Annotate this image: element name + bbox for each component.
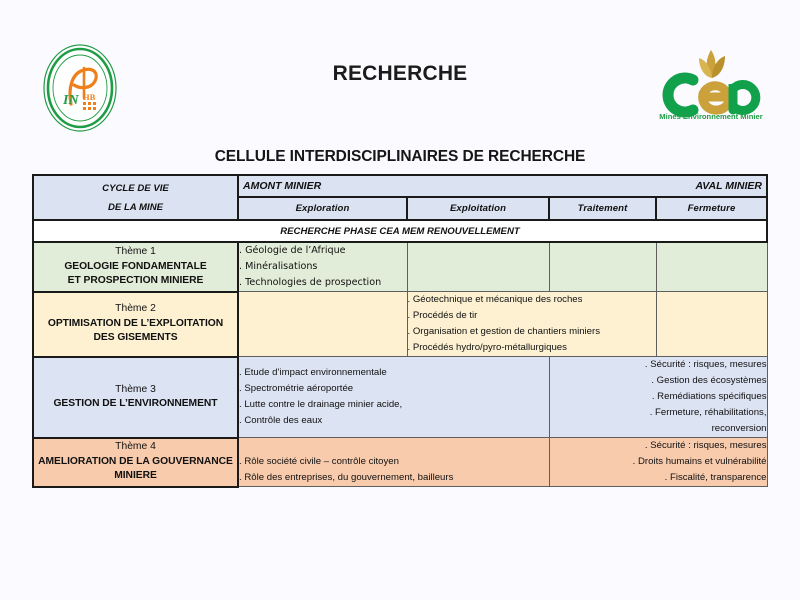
page-title: RECHERCHE <box>332 62 468 85</box>
inhb-initials-right: HB <box>83 92 96 102</box>
theme-name-2-line2: DES GISEMENTS <box>93 332 178 344</box>
theme-number-1: Thème 1 <box>115 246 156 257</box>
inhb-logo: IN HB <box>41 42 119 134</box>
list-item: . Procédés de tir <box>407 310 478 321</box>
research-matrix-table: CYCLE DE VIE DE LA MINE AMONT MINIER AVA… <box>32 174 768 488</box>
list-item: reconversion <box>711 423 767 434</box>
theme-number-2: Thème 2 <box>115 303 156 315</box>
list-item: . Spectrométrie aéroportée <box>239 383 354 394</box>
header-phase-exploration: Exploration <box>237 196 408 221</box>
cell-theme1-exploration: . Géologie de l’Afrique . Minéralisation… <box>237 241 408 292</box>
header-amont-minier: AMONT MINIER <box>243 180 322 192</box>
theme-name-4-line1: AMELIORATION DE LA GOUVERNANCE <box>38 455 233 467</box>
table-row: Thème 2 OPTIMISATION DE L’EXPLOITATION D… <box>32 290 768 358</box>
theme-number-3: Thème 3 <box>115 383 156 395</box>
cea-logo: Mines Environnement Minier <box>655 44 767 122</box>
list-item: . Géotechnique et mécanique des roches <box>407 294 583 305</box>
list-item: . Etude d’impact environnementale <box>239 367 387 378</box>
theme-name-1-line1: GEOLOGIE FONDAMENTALE <box>64 260 207 272</box>
cell-theme2-exploitation: . Géotechnique et mécanique des roches .… <box>406 291 657 357</box>
list-item: . Organisation et gestion de chantiers m… <box>407 326 601 337</box>
list-item: . Fermeture, réhabilitations, <box>649 407 767 418</box>
cell-theme1-fermeture <box>655 241 768 292</box>
list-item: . Procédés hydro/pyro-métallurgiques <box>407 342 567 353</box>
list-item: . Gestion des écosystèmes <box>651 375 767 386</box>
header-phase-exploitation: Exploitation <box>406 196 550 221</box>
list-item: . Fiscalité, transparence <box>664 472 767 483</box>
phase-banner: RECHERCHE PHASE CEA MEM RENOUVELLEMENT <box>32 219 768 243</box>
list-item: . Rôle société civile – contrôle citoyen <box>239 456 399 467</box>
slide-header: IN HB RECHERCHE Mines Environnement Mini… <box>0 0 800 140</box>
cell-theme1-exploitation <box>406 241 550 292</box>
list-item: . Sécurité : risques, mesures <box>644 440 767 451</box>
header-phase-traitement: Traitement <box>548 196 657 221</box>
list-item: . Droits humains et vulnérabilité <box>632 456 767 467</box>
cell-theme2-exploration <box>237 291 408 357</box>
list-item: . Sécurité : risques, mesures <box>644 359 767 370</box>
header-cycle-line1: CYCLE DE VIE <box>102 182 169 194</box>
header-amont-aval: AMONT MINIER AVAL MINIER <box>237 174 768 198</box>
cell-theme4-right: . Sécurité : risques, mesures . Droits h… <box>548 437 768 487</box>
theme-name-1-line2: ET PROSPECTION MINIERE <box>67 275 204 286</box>
table-row: Thème 3 GESTION DE L’ENVIRONNEMENT . Etu… <box>32 355 768 439</box>
list-item: . Contrôle des eaux <box>239 415 323 426</box>
list-item: . Remédiations spécifiques <box>651 391 767 402</box>
cell-theme1-traitement <box>548 241 657 292</box>
theme-cell-2: Thème 2 OPTIMISATION DE L’EXPLOITATION D… <box>32 290 239 358</box>
list-item: . Lutte contre le drainage minier acide, <box>239 399 403 410</box>
cell-theme3-right: . Sécurité : risques, mesures . Gestion … <box>548 356 768 438</box>
section-title: CELLULE INTERDISCIPLINAIRES DE RECHERCHE <box>214 148 586 165</box>
cell-theme2-fermeture <box>655 291 768 357</box>
cell-theme4-left: . Rôle société civile – contrôle citoyen… <box>237 437 550 487</box>
theme-name-3-line1: GESTION DE L’ENVIRONNEMENT <box>53 398 218 409</box>
header-cycle-de-vie: CYCLE DE VIE DE LA MINE <box>32 174 239 221</box>
list-item: . Technologies de prospection <box>239 277 382 288</box>
cell-theme3-left: . Etude d’impact environnementale . Spec… <box>237 356 550 438</box>
theme-number-4: Thème 4 <box>115 441 156 453</box>
theme-cell-3: Thème 3 GESTION DE L’ENVIRONNEMENT <box>32 355 239 439</box>
list-item: . Rôle des entreprises, du gouvernement,… <box>239 472 454 483</box>
table-header-row-phases: Exploration Exploitation Traitement Ferm… <box>33 196 768 221</box>
cea-tagline: Mines Environnement Minier <box>659 112 762 121</box>
theme-name-4-line2: MINIERE <box>114 470 157 482</box>
theme-cell-1: Thème 1 GEOLOGIE FONDAMENTALE ET PROSPEC… <box>32 241 239 293</box>
theme-name-2-line1: OPTIMISATION DE L’EXPLOITATION <box>47 317 224 329</box>
list-item: . Minéralisations <box>239 261 318 272</box>
theme-cell-4: Thème 4 AMELIORATION DE LA GOUVERNANCE M… <box>32 436 239 488</box>
header-cycle-line2: DE LA MINE <box>107 201 164 213</box>
table-row: Thème 4 AMELIORATION DE LA GOUVERNANCE M… <box>32 436 768 488</box>
phase-banner-row: RECHERCHE PHASE CEA MEM RENOUVELLEMENT <box>32 219 768 243</box>
inhb-initials-left: IN <box>62 93 79 108</box>
table-header-row-top: CYCLE DE VIE DE LA MINE AMONT MINIER AVA… <box>32 174 768 221</box>
list-item: . Géologie de l’Afrique <box>239 245 346 256</box>
header-aval-minier: AVAL MINIER <box>695 180 762 192</box>
table-row: Thème 1 GEOLOGIE FONDAMENTALE ET PROSPEC… <box>32 241 768 293</box>
header-phase-fermeture: Fermeture <box>655 196 768 221</box>
